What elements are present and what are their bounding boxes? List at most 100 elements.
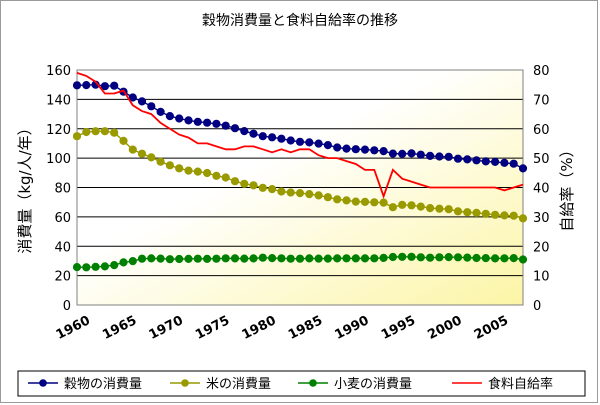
data-point [82,81,91,90]
data-point [119,258,128,267]
data-point [379,147,388,156]
data-point [203,118,212,127]
y2-tick-label: 60 [533,123,550,138]
data-point [277,187,286,196]
data-point [491,254,500,263]
data-point [305,254,314,263]
data-point [435,204,444,213]
data-point [295,189,305,198]
data-point [388,149,397,158]
x-tick-label: 2005 [472,313,511,343]
data-point [453,253,463,262]
data-point [82,127,91,137]
data-point [119,136,128,145]
data-point [184,116,193,125]
x-tick-label: 1960 [54,313,93,343]
x-tick-label: 1975 [193,313,232,343]
legend-entry: 米の消費量 [170,377,271,392]
y2-tick-label: 80 [533,64,550,79]
data-point [481,157,490,166]
data-point [175,114,184,123]
y2-tick-label: 40 [533,182,550,197]
legend-label: 穀物の消費量 [64,377,142,392]
data-point [500,254,509,263]
data-point [518,214,528,223]
data-point [193,117,202,126]
data-point [258,132,267,141]
y2-axis-title: 自給率（%） [558,142,576,231]
y2-tick-label: 50 [533,152,550,167]
data-point [453,207,463,216]
data-point [295,254,305,263]
legend-label: 米の消費量 [206,377,271,392]
left-axis-ticks: 0 20 40 60 80 100 120 140 160 [46,64,71,314]
data-point [249,254,258,263]
data-point [156,254,165,263]
data-point [277,134,286,143]
data-point [426,204,435,213]
series-line [76,72,524,200]
data-point [388,203,397,212]
data-point [500,158,509,167]
data-point [137,149,147,158]
data-point [240,179,249,188]
legend-label: 食料自給率 [488,376,553,392]
plot-border [76,69,524,306]
data-point [351,254,360,263]
data-point [128,257,137,266]
data-point [110,128,119,137]
legend-marker [181,379,189,387]
data-point [203,254,212,263]
data-point [463,208,472,217]
data-point [147,153,156,162]
data-point [184,254,193,263]
data-point [175,164,184,173]
data-point [100,262,110,271]
data-point [472,156,481,165]
data-point [342,254,351,263]
y-tick-label: 100 [46,152,71,167]
data-point [426,253,435,262]
y-tick-label: 120 [46,123,71,138]
data-point [481,209,490,218]
data-point [444,205,453,214]
data-point [82,263,91,272]
data-point [416,150,425,159]
data-point [314,139,323,148]
data-point [221,173,230,182]
data-point [258,183,267,192]
data-point [323,193,332,202]
y-tick-label: 140 [46,93,71,108]
data-point [398,149,407,158]
data-point [137,254,147,263]
y2-tick-label: 10 [533,270,550,285]
legend-entry: 小麦の消費量 [298,377,412,392]
data-point [72,132,82,141]
data-point [212,119,221,128]
data-point [230,177,240,186]
data-point [110,261,119,270]
legend-marker [39,379,47,387]
data-point [370,254,379,263]
data-point [230,254,240,263]
data-point [370,198,379,207]
data-point [398,252,407,261]
legend-label: 小麦の消費量 [334,377,412,392]
x-tick-label: 1995 [379,313,418,343]
y2-tick-label: 30 [533,211,550,226]
y-tick-label: 160 [46,64,71,79]
data-point [268,133,277,142]
data-point [379,253,388,262]
data-point [286,188,295,197]
data-point [286,254,295,263]
data-point [323,141,332,150]
series-1 [72,127,528,223]
data-point [221,254,230,263]
series-0 [72,80,528,173]
data-point [193,167,202,176]
data-point [268,254,277,263]
data-point [407,252,416,261]
data-point [481,254,490,263]
y-tick-label: 80 [54,182,71,197]
